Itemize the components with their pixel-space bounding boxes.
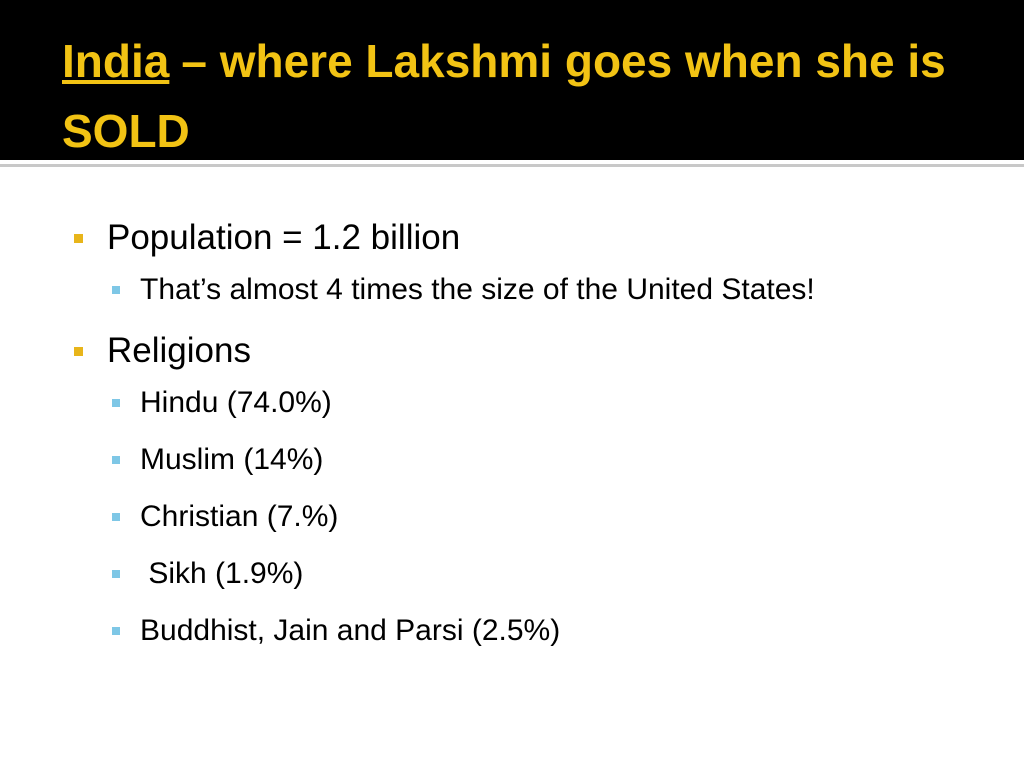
bullet: Religions xyxy=(0,325,1024,377)
sub-bullet: Christian (7.%) xyxy=(0,495,870,539)
header-rule xyxy=(0,164,1024,167)
slide-title: India – where Lakshmi goes when she is SO… xyxy=(62,26,962,166)
sub-bullet: Hindu (74.0%) xyxy=(0,381,870,425)
title-link[interactable]: India xyxy=(62,35,170,87)
sub-bullet: Sikh (1.9%) xyxy=(0,552,870,596)
sub-bullet: Muslim (14%) xyxy=(0,438,870,482)
bullet: Population = 1.2 billion xyxy=(0,212,1024,264)
sub-bullet: Buddhist, Jain and Parsi (2.5%) xyxy=(0,609,870,653)
header-band xyxy=(0,0,1024,160)
sub-bullet: That’s almost 4 times the size of the Un… xyxy=(0,268,870,312)
title-text: – where Lakshmi goes when she is SOLD xyxy=(62,35,946,157)
bullet-list: Population = 1.2 billion That’s almost 4 … xyxy=(0,212,1024,666)
